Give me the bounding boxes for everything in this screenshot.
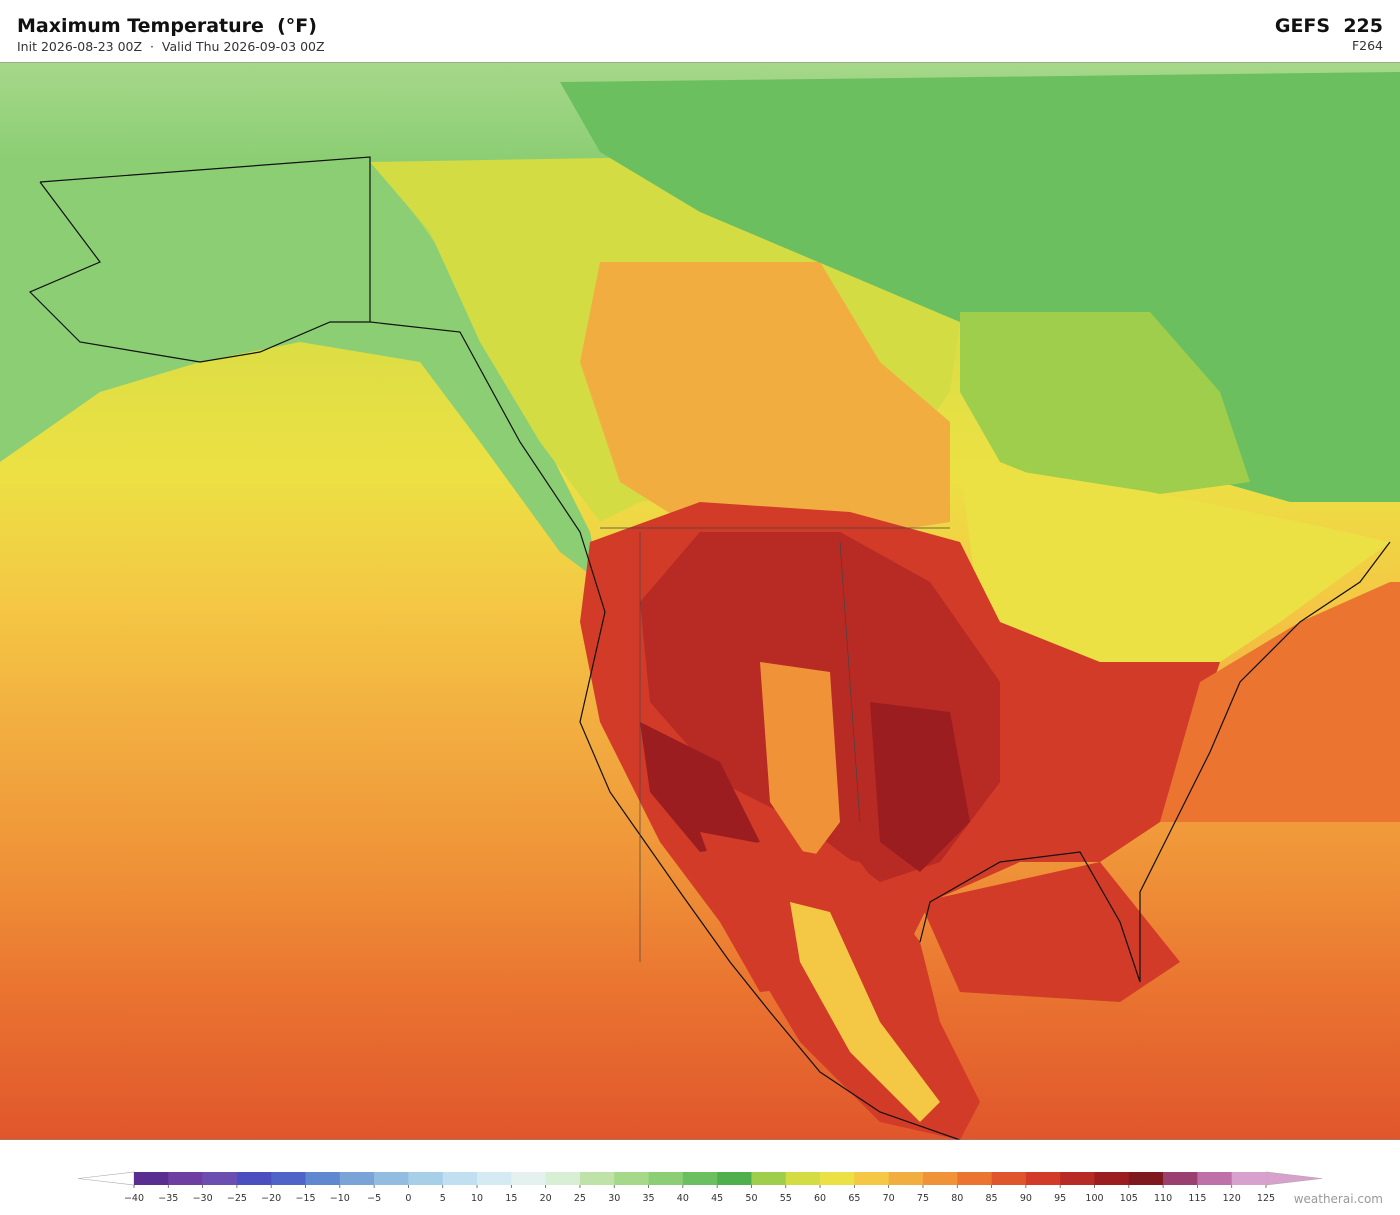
colorbar-segment xyxy=(922,1172,958,1185)
colorbar-tick-label: 25 xyxy=(574,1193,586,1204)
colorbar-tick-label: 75 xyxy=(917,1193,929,1204)
colorbar-segment xyxy=(408,1172,444,1185)
colorbar-segment xyxy=(545,1172,581,1185)
colorbar-segment xyxy=(1163,1172,1198,1185)
colorbar-segment xyxy=(374,1172,409,1185)
alaska-region xyxy=(0,157,600,582)
atlantic xyxy=(1160,582,1400,822)
colorbar-tick-label: 55 xyxy=(780,1193,792,1204)
colorbar-segment xyxy=(271,1172,306,1185)
colorbar-segment xyxy=(511,1172,546,1185)
temperature-map xyxy=(0,62,1400,1140)
colorbar-segment xyxy=(1025,1172,1061,1185)
colorbar-tick-label: 85 xyxy=(986,1193,998,1204)
gulf xyxy=(920,862,1180,1002)
rockies xyxy=(760,662,840,862)
coastline xyxy=(28,156,1391,1140)
quebec xyxy=(960,312,1250,502)
colorbar-tick-label: 125 xyxy=(1257,1193,1275,1204)
colorbar-segment xyxy=(339,1172,375,1185)
colorbar-tick-label: 5 xyxy=(440,1193,446,1204)
colorbar-segment xyxy=(168,1172,203,1185)
colorbar-segment xyxy=(820,1172,855,1185)
colorbar-tick-label: 30 xyxy=(608,1193,620,1204)
colorbar-segment xyxy=(305,1172,341,1185)
colorbar-tick-label: 80 xyxy=(951,1193,963,1204)
colorbar-tick-label: −40 xyxy=(124,1193,144,1204)
colorbar-tick-label: 15 xyxy=(505,1193,517,1204)
colorbar-tick-label: 100 xyxy=(1085,1193,1103,1204)
colorbar-tick-label: 70 xyxy=(883,1193,895,1204)
colorbar-segment xyxy=(1197,1172,1232,1185)
colorbar-tick-label: −30 xyxy=(193,1193,213,1204)
colorbar-tick-label: 115 xyxy=(1188,1193,1206,1204)
colorbar-tick-label: 110 xyxy=(1154,1193,1172,1204)
mexico-highlands xyxy=(790,902,940,1122)
desert-core xyxy=(640,722,760,852)
colorbar-over xyxy=(1265,1171,1323,1186)
colorbar-segment xyxy=(1060,1172,1095,1185)
colorbar-tick-label: 105 xyxy=(1120,1193,1138,1204)
colorbar-tick-label: −15 xyxy=(295,1193,315,1204)
watermark: weatherai.com xyxy=(1293,1192,1383,1206)
colorbar-tick-label: 120 xyxy=(1223,1193,1241,1204)
colorbar-segment xyxy=(236,1172,272,1185)
colorbar-segment xyxy=(1094,1172,1130,1185)
map-subtitle: Init 2026-08-23 00Z · Valid Thu 2026-09-… xyxy=(17,39,325,54)
colorbar-tick-label: −35 xyxy=(158,1193,178,1204)
colorbar-tick-label: 45 xyxy=(711,1193,723,1204)
model-label: GEFS 225 xyxy=(1274,15,1383,37)
colorbar-segment xyxy=(785,1172,821,1185)
colorbar-segment xyxy=(957,1172,992,1185)
great-lakes xyxy=(960,462,1390,702)
colorbar-segment xyxy=(614,1172,649,1185)
prairies xyxy=(580,262,950,542)
colorbar-tick-label: −20 xyxy=(261,1193,281,1204)
colorbar-tick-label: −5 xyxy=(367,1193,381,1204)
plains-core xyxy=(870,702,970,872)
colorbar-tick-label: 60 xyxy=(814,1193,826,1204)
colorbar-tick-label: 95 xyxy=(1054,1193,1066,1204)
colorbar-segment xyxy=(1231,1172,1267,1185)
colorbar-tick-label: 20 xyxy=(540,1193,552,1204)
colorbar-segment xyxy=(202,1172,238,1185)
colorbar-segment xyxy=(648,1172,684,1185)
colorbar-tick-label: 35 xyxy=(642,1193,654,1204)
colorbar-segment xyxy=(854,1172,889,1185)
colorbar-tick-label: −10 xyxy=(330,1193,350,1204)
borders xyxy=(600,527,950,962)
colorbar-tick-label: 50 xyxy=(745,1193,757,1204)
colorbar-segment xyxy=(579,1172,615,1185)
map-title: Maximum Temperature (°F) xyxy=(17,15,317,37)
colorbar-segment xyxy=(717,1172,752,1185)
colorbar-tick-label: 10 xyxy=(471,1193,483,1204)
colorbar-segment xyxy=(477,1172,512,1185)
forecast-hour: F264 xyxy=(1351,38,1383,53)
colorbar-segment xyxy=(1128,1172,1164,1185)
colorbar-segment xyxy=(751,1172,787,1185)
colorbar-tick-label: 65 xyxy=(848,1193,860,1204)
colorbar-tick-label: −25 xyxy=(227,1193,247,1204)
colorbar-tick-label: 40 xyxy=(677,1193,689,1204)
colorbar-segment xyxy=(682,1172,718,1185)
colorbar-tick-label: 90 xyxy=(1020,1193,1032,1204)
colorbar-segment xyxy=(442,1172,478,1185)
colorbar-segment xyxy=(888,1172,924,1185)
colorbar: −40 −35 −30 −25 −20 −15 −10 −5 0 5 10 15 20 25 30 35 40 4… xyxy=(77,1171,1323,1204)
colorbar-under xyxy=(77,1171,135,1186)
colorbar-tick-label: 0 xyxy=(405,1193,411,1204)
colorbar-segment xyxy=(991,1172,1027,1185)
colorbar-segment xyxy=(134,1172,169,1185)
